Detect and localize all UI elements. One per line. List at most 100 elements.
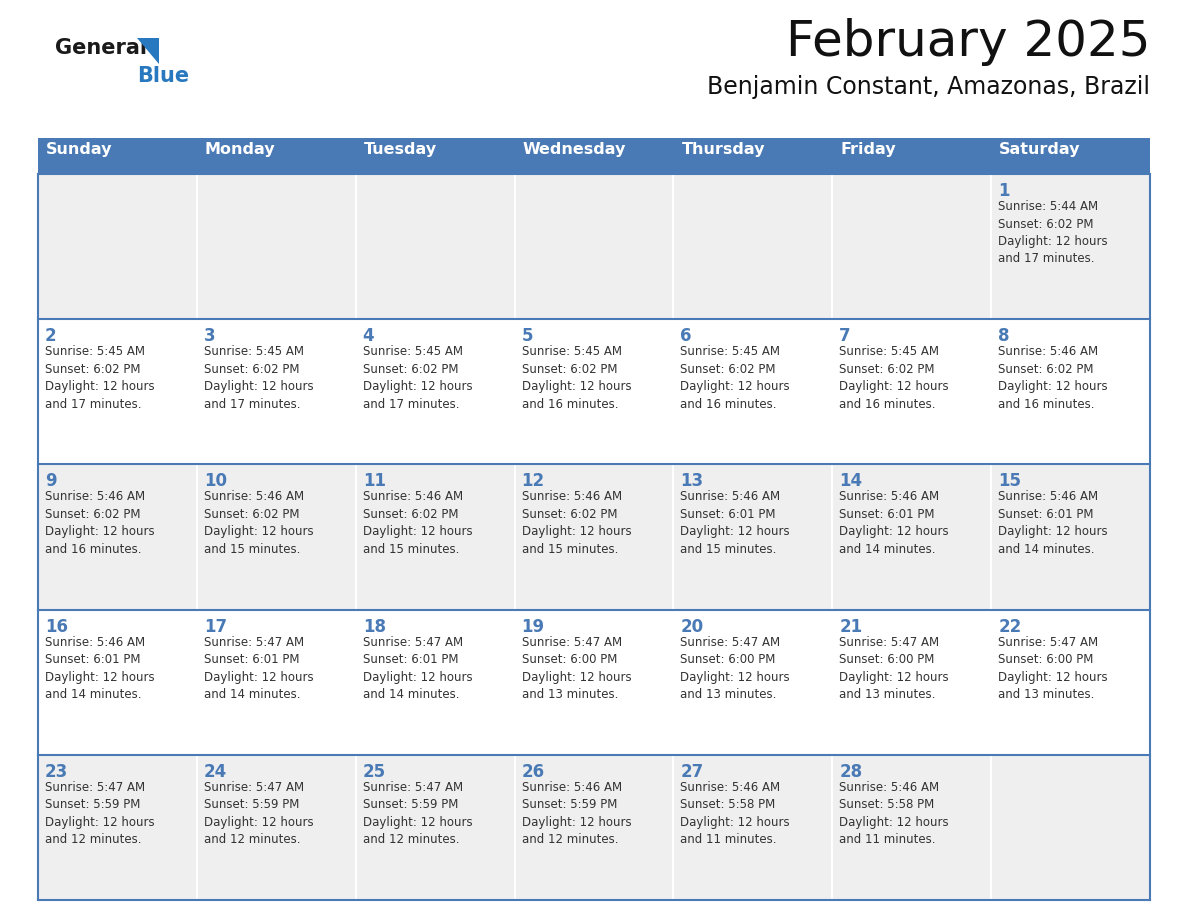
Text: Sunrise: 5:46 AM
Sunset: 6:02 PM
Daylight: 12 hours
and 15 minutes.: Sunrise: 5:46 AM Sunset: 6:02 PM Dayligh… <box>522 490 631 556</box>
Text: Sunrise: 5:46 AM
Sunset: 6:02 PM
Daylight: 12 hours
and 16 minutes.: Sunrise: 5:46 AM Sunset: 6:02 PM Dayligh… <box>998 345 1107 410</box>
Bar <box>514 755 674 900</box>
Bar <box>833 138 991 174</box>
Text: 27: 27 <box>681 763 703 781</box>
Bar <box>38 319 197 465</box>
Text: Sunrise: 5:47 AM
Sunset: 6:01 PM
Daylight: 12 hours
and 14 minutes.: Sunrise: 5:47 AM Sunset: 6:01 PM Dayligh… <box>204 635 314 701</box>
Text: Monday: Monday <box>204 142 276 157</box>
Bar <box>38 610 197 755</box>
Text: Sunrise: 5:46 AM
Sunset: 6:01 PM
Daylight: 12 hours
and 14 minutes.: Sunrise: 5:46 AM Sunset: 6:01 PM Dayligh… <box>45 635 154 701</box>
Text: Blue: Blue <box>137 66 189 86</box>
Text: Sunrise: 5:46 AM
Sunset: 6:02 PM
Daylight: 12 hours
and 16 minutes.: Sunrise: 5:46 AM Sunset: 6:02 PM Dayligh… <box>45 490 154 556</box>
Text: Sunrise: 5:46 AM
Sunset: 5:58 PM
Daylight: 12 hours
and 11 minutes.: Sunrise: 5:46 AM Sunset: 5:58 PM Dayligh… <box>681 781 790 846</box>
Text: 15: 15 <box>998 473 1022 490</box>
Text: Sunrise: 5:47 AM
Sunset: 5:59 PM
Daylight: 12 hours
and 12 minutes.: Sunrise: 5:47 AM Sunset: 5:59 PM Dayligh… <box>204 781 314 846</box>
Text: 19: 19 <box>522 618 544 635</box>
Bar <box>674 138 833 174</box>
Text: Thursday: Thursday <box>682 142 765 157</box>
Text: Sunrise: 5:45 AM
Sunset: 6:02 PM
Daylight: 12 hours
and 16 minutes.: Sunrise: 5:45 AM Sunset: 6:02 PM Dayligh… <box>839 345 949 410</box>
Bar <box>991 610 1150 755</box>
Bar <box>355 319 514 465</box>
Bar <box>355 174 514 319</box>
Bar <box>38 755 197 900</box>
Text: Sunrise: 5:46 AM
Sunset: 6:01 PM
Daylight: 12 hours
and 14 minutes.: Sunrise: 5:46 AM Sunset: 6:01 PM Dayligh… <box>998 490 1107 556</box>
Bar <box>197 755 355 900</box>
Text: 1: 1 <box>998 182 1010 200</box>
Text: 13: 13 <box>681 473 703 490</box>
Text: 11: 11 <box>362 473 386 490</box>
Text: Sunrise: 5:46 AM
Sunset: 5:59 PM
Daylight: 12 hours
and 12 minutes.: Sunrise: 5:46 AM Sunset: 5:59 PM Dayligh… <box>522 781 631 846</box>
Bar <box>355 610 514 755</box>
Text: Sunrise: 5:47 AM
Sunset: 6:00 PM
Daylight: 12 hours
and 13 minutes.: Sunrise: 5:47 AM Sunset: 6:00 PM Dayligh… <box>522 635 631 701</box>
Text: Tuesday: Tuesday <box>364 142 437 157</box>
Text: 22: 22 <box>998 618 1022 635</box>
Bar <box>514 319 674 465</box>
Text: 18: 18 <box>362 618 386 635</box>
Text: Sunrise: 5:45 AM
Sunset: 6:02 PM
Daylight: 12 hours
and 17 minutes.: Sunrise: 5:45 AM Sunset: 6:02 PM Dayligh… <box>204 345 314 410</box>
Text: 3: 3 <box>204 327 215 345</box>
Text: Benjamin Constant, Amazonas, Brazil: Benjamin Constant, Amazonas, Brazil <box>707 75 1150 99</box>
Text: 28: 28 <box>839 763 862 781</box>
Text: February 2025: February 2025 <box>785 18 1150 66</box>
Text: General: General <box>55 38 147 58</box>
Bar <box>991 465 1150 610</box>
Text: 7: 7 <box>839 327 851 345</box>
Text: Sunday: Sunday <box>46 142 113 157</box>
Text: 12: 12 <box>522 473 544 490</box>
Text: Sunrise: 5:44 AM
Sunset: 6:02 PM
Daylight: 12 hours
and 17 minutes.: Sunrise: 5:44 AM Sunset: 6:02 PM Dayligh… <box>998 200 1107 265</box>
Text: 6: 6 <box>681 327 691 345</box>
Polygon shape <box>137 38 159 64</box>
Text: Sunrise: 5:46 AM
Sunset: 6:02 PM
Daylight: 12 hours
and 15 minutes.: Sunrise: 5:46 AM Sunset: 6:02 PM Dayligh… <box>362 490 473 556</box>
Bar <box>355 465 514 610</box>
Bar <box>38 138 197 174</box>
Text: Sunrise: 5:47 AM
Sunset: 6:00 PM
Daylight: 12 hours
and 13 minutes.: Sunrise: 5:47 AM Sunset: 6:00 PM Dayligh… <box>998 635 1107 701</box>
Text: Saturday: Saturday <box>999 142 1081 157</box>
Bar <box>197 174 355 319</box>
Text: Sunrise: 5:45 AM
Sunset: 6:02 PM
Daylight: 12 hours
and 17 minutes.: Sunrise: 5:45 AM Sunset: 6:02 PM Dayligh… <box>362 345 473 410</box>
Text: Sunrise: 5:47 AM
Sunset: 6:00 PM
Daylight: 12 hours
and 13 minutes.: Sunrise: 5:47 AM Sunset: 6:00 PM Dayligh… <box>681 635 790 701</box>
Bar <box>833 465 991 610</box>
Text: Wednesday: Wednesday <box>523 142 626 157</box>
Bar <box>355 138 514 174</box>
Bar <box>674 755 833 900</box>
Text: Sunrise: 5:47 AM
Sunset: 6:01 PM
Daylight: 12 hours
and 14 minutes.: Sunrise: 5:47 AM Sunset: 6:01 PM Dayligh… <box>362 635 473 701</box>
Bar <box>833 610 991 755</box>
Bar <box>197 319 355 465</box>
Bar <box>833 319 991 465</box>
Bar <box>355 755 514 900</box>
Bar <box>674 319 833 465</box>
Text: 10: 10 <box>204 473 227 490</box>
Bar <box>514 174 674 319</box>
Text: 24: 24 <box>204 763 227 781</box>
Text: 25: 25 <box>362 763 386 781</box>
Text: Sunrise: 5:46 AM
Sunset: 6:02 PM
Daylight: 12 hours
and 15 minutes.: Sunrise: 5:46 AM Sunset: 6:02 PM Dayligh… <box>204 490 314 556</box>
Bar <box>197 138 355 174</box>
Text: Sunrise: 5:45 AM
Sunset: 6:02 PM
Daylight: 12 hours
and 16 minutes.: Sunrise: 5:45 AM Sunset: 6:02 PM Dayligh… <box>522 345 631 410</box>
Text: 5: 5 <box>522 327 533 345</box>
Bar <box>833 755 991 900</box>
Text: 21: 21 <box>839 618 862 635</box>
Text: Sunrise: 5:47 AM
Sunset: 5:59 PM
Daylight: 12 hours
and 12 minutes.: Sunrise: 5:47 AM Sunset: 5:59 PM Dayligh… <box>362 781 473 846</box>
Text: 2: 2 <box>45 327 57 345</box>
Bar <box>514 610 674 755</box>
Text: 26: 26 <box>522 763 544 781</box>
Bar <box>674 610 833 755</box>
Text: Sunrise: 5:45 AM
Sunset: 6:02 PM
Daylight: 12 hours
and 17 minutes.: Sunrise: 5:45 AM Sunset: 6:02 PM Dayligh… <box>45 345 154 410</box>
Text: Sunrise: 5:46 AM
Sunset: 5:58 PM
Daylight: 12 hours
and 11 minutes.: Sunrise: 5:46 AM Sunset: 5:58 PM Dayligh… <box>839 781 949 846</box>
Text: Sunrise: 5:47 AM
Sunset: 5:59 PM
Daylight: 12 hours
and 12 minutes.: Sunrise: 5:47 AM Sunset: 5:59 PM Dayligh… <box>45 781 154 846</box>
Text: Sunrise: 5:46 AM
Sunset: 6:01 PM
Daylight: 12 hours
and 15 minutes.: Sunrise: 5:46 AM Sunset: 6:01 PM Dayligh… <box>681 490 790 556</box>
Text: 23: 23 <box>45 763 68 781</box>
Text: 20: 20 <box>681 618 703 635</box>
Text: Sunrise: 5:45 AM
Sunset: 6:02 PM
Daylight: 12 hours
and 16 minutes.: Sunrise: 5:45 AM Sunset: 6:02 PM Dayligh… <box>681 345 790 410</box>
Text: 4: 4 <box>362 327 374 345</box>
Text: Sunrise: 5:47 AM
Sunset: 6:00 PM
Daylight: 12 hours
and 13 minutes.: Sunrise: 5:47 AM Sunset: 6:00 PM Dayligh… <box>839 635 949 701</box>
Text: 17: 17 <box>204 618 227 635</box>
Text: Sunrise: 5:46 AM
Sunset: 6:01 PM
Daylight: 12 hours
and 14 minutes.: Sunrise: 5:46 AM Sunset: 6:01 PM Dayligh… <box>839 490 949 556</box>
Text: 16: 16 <box>45 618 68 635</box>
Bar <box>514 465 674 610</box>
Bar <box>514 138 674 174</box>
Bar <box>674 174 833 319</box>
Text: Friday: Friday <box>840 142 896 157</box>
Bar <box>197 465 355 610</box>
Bar <box>38 465 197 610</box>
Text: 8: 8 <box>998 327 1010 345</box>
